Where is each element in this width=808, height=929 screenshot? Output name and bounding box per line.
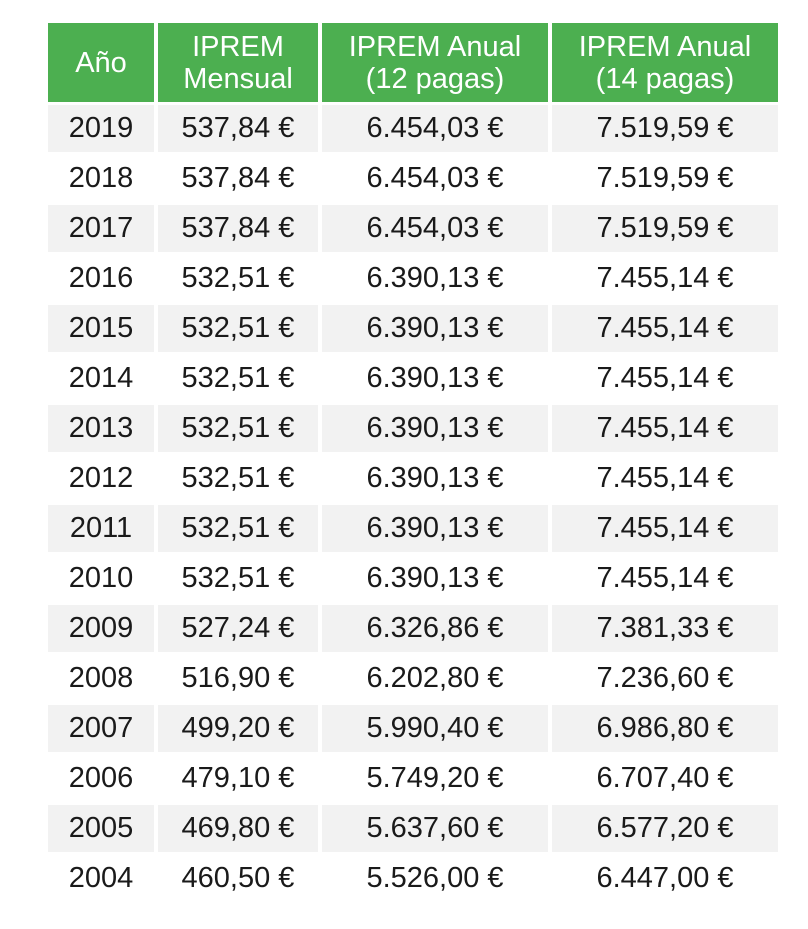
header-annual-14-line2: (14 pagas) xyxy=(595,62,735,95)
cell-annual-12: 6.454,03 € xyxy=(322,155,548,202)
cell-annual-12: 5.526,00 € xyxy=(322,855,548,902)
cell-annual-14: 7.455,14 € xyxy=(552,455,778,502)
cell-year: 2004 xyxy=(48,855,154,902)
cell-monthly: 532,51 € xyxy=(158,305,318,352)
table-row: 2010 532,51 €6.390,13 €7.455,14 € xyxy=(48,555,778,602)
cell-annual-14: 6.707,40 € xyxy=(552,755,778,802)
table-row: 2004 460,50 €5.526,00 €6.447,00 € xyxy=(48,855,778,902)
cell-year: 2009 xyxy=(48,605,154,652)
cell-monthly: 499,20 € xyxy=(158,705,318,752)
cell-annual-14: 7.455,14 € xyxy=(552,405,778,452)
cell-annual-14: 7.455,14 € xyxy=(552,355,778,402)
cell-monthly: 469,80 € xyxy=(158,805,318,852)
header-monthly-line2: Mensual xyxy=(183,62,293,95)
cell-year: 2012 xyxy=(48,455,154,502)
cell-monthly: 537,84 € xyxy=(158,205,318,252)
cell-annual-14: 6.577,20 € xyxy=(552,805,778,852)
header-monthly: IPREM Mensual xyxy=(158,23,318,102)
cell-annual-12: 5.637,60 € xyxy=(322,805,548,852)
cell-annual-12: 6.390,13 € xyxy=(322,255,548,302)
cell-monthly: 460,50 € xyxy=(158,855,318,902)
cell-annual-14: 7.455,14 € xyxy=(552,305,778,352)
cell-annual-12: 6.454,03 € xyxy=(322,205,548,252)
cell-annual-12: 6.390,13 € xyxy=(322,405,548,452)
cell-monthly: 516,90 € xyxy=(158,655,318,702)
header-annual-14: IPREM Anual (14 pagas) xyxy=(552,23,778,102)
cell-annual-14: 7.455,14 € xyxy=(552,255,778,302)
cell-annual-14: 7.519,59 € xyxy=(552,205,778,252)
table-row: 2014 532,51 €6.390,13 €7.455,14 € xyxy=(48,355,778,402)
cell-year: 2011 xyxy=(48,505,154,552)
cell-annual-14: 7.381,33 € xyxy=(552,605,778,652)
cell-monthly: 532,51 € xyxy=(158,355,318,402)
cell-annual-12: 6.390,13 € xyxy=(322,455,548,502)
cell-year: 2005 xyxy=(48,805,154,852)
cell-annual-14: 7.519,59 € xyxy=(552,155,778,202)
cell-annual-12: 6.454,03 € xyxy=(322,105,548,152)
cell-monthly: 532,51 € xyxy=(158,455,318,502)
header-monthly-line1: IPREM xyxy=(192,30,284,63)
iprem-table-container: Año IPREM Mensual IPREM Anual (12 pagas)… xyxy=(44,20,782,905)
table-row: 2013 532,51 €6.390,13 €7.455,14 € xyxy=(48,405,778,452)
cell-year: 2013 xyxy=(48,405,154,452)
table-row: 2018 537,84 €6.454,03 €7.519,59 € xyxy=(48,155,778,202)
cell-annual-12: 6.202,80 € xyxy=(322,655,548,702)
cell-year: 2006 xyxy=(48,755,154,802)
table-row: 2006 479,10 €5.749,20 €6.707,40 € xyxy=(48,755,778,802)
table-row: 2015 532,51 €6.390,13 €7.455,14 € xyxy=(48,305,778,352)
cell-monthly: 532,51 € xyxy=(158,505,318,552)
header-row: Año IPREM Mensual IPREM Anual (12 pagas)… xyxy=(48,23,778,102)
cell-year: 2016 xyxy=(48,255,154,302)
cell-monthly: 532,51 € xyxy=(158,555,318,602)
table-row: 2007 499,20 €5.990,40 €6.986,80 € xyxy=(48,705,778,752)
cell-year: 2015 xyxy=(48,305,154,352)
header-annual-12: IPREM Anual (12 pagas) xyxy=(322,23,548,102)
header-year-label: Año xyxy=(75,46,127,79)
header-annual-14-line1: IPREM Anual xyxy=(578,30,752,63)
cell-annual-14: 6.986,80 € xyxy=(552,705,778,752)
cell-annual-12: 6.390,13 € xyxy=(322,505,548,552)
cell-year: 2007 xyxy=(48,705,154,752)
cell-annual-12: 6.390,13 € xyxy=(322,555,548,602)
table-row: 2017 537,84 €6.454,03 €7.519,59 € xyxy=(48,205,778,252)
table-row: 2011 532,51 €6.390,13 €7.455,14 € xyxy=(48,505,778,552)
cell-monthly: 479,10 € xyxy=(158,755,318,802)
cell-annual-12: 5.990,40 € xyxy=(322,705,548,752)
cell-monthly: 527,24 € xyxy=(158,605,318,652)
cell-annual-14: 6.447,00 € xyxy=(552,855,778,902)
cell-annual-14: 7.455,14 € xyxy=(552,505,778,552)
cell-annual-12: 6.326,86 € xyxy=(322,605,548,652)
header-year: Año xyxy=(48,23,154,102)
table-header: Año IPREM Mensual IPREM Anual (12 pagas)… xyxy=(48,23,778,102)
cell-year: 2019 xyxy=(48,105,154,152)
table-row: 2008 516,90 €6.202,80 €7.236,60 € xyxy=(48,655,778,702)
cell-annual-14: 7.455,14 € xyxy=(552,555,778,602)
table-row: 2005 469,80 €5.637,60 €6.577,20 € xyxy=(48,805,778,852)
table-row: 2012 532,51 €6.390,13 €7.455,14 € xyxy=(48,455,778,502)
table-row: 2009 527,24 €6.326,86 €7.381,33 € xyxy=(48,605,778,652)
cell-monthly: 532,51 € xyxy=(158,405,318,452)
cell-year: 2008 xyxy=(48,655,154,702)
cell-year: 2010 xyxy=(48,555,154,602)
iprem-table: Año IPREM Mensual IPREM Anual (12 pagas)… xyxy=(44,20,782,905)
table-row: 2016 532,51 €6.390,13 €7.455,14 € xyxy=(48,255,778,302)
cell-year: 2014 xyxy=(48,355,154,402)
header-annual-12-line1: IPREM Anual xyxy=(348,30,522,63)
cell-annual-12: 6.390,13 € xyxy=(322,305,548,352)
cell-monthly: 532,51 € xyxy=(158,255,318,302)
cell-monthly: 537,84 € xyxy=(158,155,318,202)
cell-annual-12: 5.749,20 € xyxy=(322,755,548,802)
header-annual-12-line2: (12 pagas) xyxy=(365,62,505,95)
table-row: 2019 537,84 €6.454,03 €7.519,59 € xyxy=(48,105,778,152)
cell-annual-12: 6.390,13 € xyxy=(322,355,548,402)
cell-monthly: 537,84 € xyxy=(158,105,318,152)
cell-annual-14: 7.519,59 € xyxy=(552,105,778,152)
cell-year: 2017 xyxy=(48,205,154,252)
cell-year: 2018 xyxy=(48,155,154,202)
table-body: 2019 537,84 €6.454,03 €7.519,59 €2018 537,… xyxy=(48,105,778,902)
cell-annual-14: 7.236,60 € xyxy=(552,655,778,702)
